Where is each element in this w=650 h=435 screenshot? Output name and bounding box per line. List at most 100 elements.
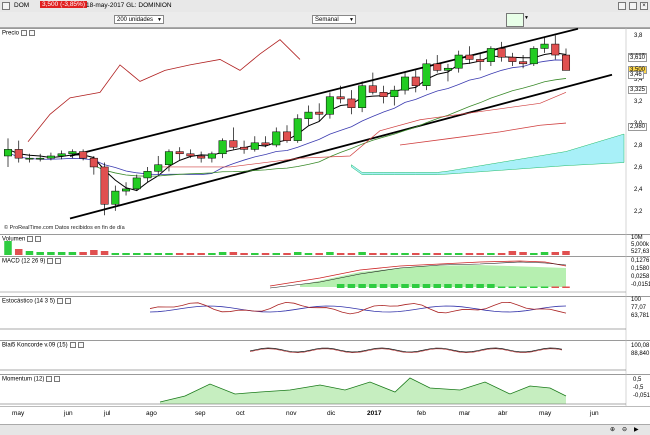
volume-bar (68, 252, 77, 255)
candle-body (175, 151, 184, 155)
scroll-icon[interactable]: ▶ (634, 427, 639, 433)
volume-bar (540, 252, 549, 255)
date-axis-tick: jun (590, 410, 599, 417)
panel-settings-icon[interactable] (27, 236, 34, 242)
momentum-panel-title: Momentum (12) (2, 376, 61, 383)
panel-close-icon[interactable] (77, 342, 84, 348)
period-select[interactable]: Semanal ▼ (312, 15, 356, 24)
zoom-out-icon[interactable]: ⊖ (622, 427, 628, 433)
macd-histogram-bar (444, 284, 452, 288)
date-axis-tick: mar (459, 410, 471, 417)
panel-close-icon[interactable] (54, 376, 61, 382)
volume-bar (487, 253, 495, 255)
volume-bar (25, 251, 34, 255)
candle-body (476, 59, 485, 62)
candle-body (401, 76, 410, 91)
date-axis-tick: 2017 (367, 410, 382, 417)
momentum-axis-tick: 0,5 (633, 377, 642, 383)
candle-body (540, 43, 549, 49)
senkou-b-line (399, 122, 567, 146)
volume-bar (57, 252, 66, 255)
date-axis-tick: feb (417, 410, 427, 417)
volume-bar (154, 253, 162, 255)
candle-body (551, 43, 560, 56)
macd-histogram-bar (390, 284, 399, 288)
price-level-tag: 2,980 (628, 123, 648, 132)
price-axis-tick: 2,4 (634, 187, 643, 194)
volume-bar (14, 249, 23, 255)
volume-panel-title: Volumen (2, 236, 42, 243)
panel-close-icon[interactable] (29, 30, 36, 36)
momentum-line (159, 377, 567, 403)
macd-histogram-bar (454, 284, 463, 288)
zoom-in-icon[interactable]: ⊕ (610, 427, 616, 433)
macd-histogram-bar (347, 284, 356, 288)
panel-settings-icon[interactable] (47, 258, 54, 264)
volume-bar (165, 253, 173, 255)
panel-close-icon[interactable] (55, 258, 62, 264)
restore-icon[interactable] (618, 2, 626, 10)
candle-body (272, 131, 281, 146)
macd-signal-line (269, 261, 567, 289)
candle-body (100, 166, 109, 205)
koncorde-panel: Blai5 Koncorde v.09 (15) (0, 340, 650, 375)
volume-bar (251, 253, 259, 255)
date-axis-tick: dic (327, 410, 336, 417)
chart-type-dropdown-icon[interactable]: ▼ (524, 15, 529, 21)
candle-body (25, 157, 34, 160)
volume-bar (218, 252, 227, 255)
candle-body (358, 85, 367, 108)
units-select[interactable]: 200 unidades ▼ (114, 15, 164, 24)
chart-menu-icon[interactable] (2, 2, 10, 10)
chart-title: 18-may-2017 GL: DOMINION (86, 2, 172, 9)
symbol-label: DOM (14, 2, 30, 9)
stochastic-panel-title: Estocástico (14 3 5) (2, 298, 72, 305)
kijun-line (160, 92, 567, 168)
volume-bar (336, 253, 345, 255)
moving-average-mid-line (7, 59, 567, 176)
close-icon[interactable]: × (640, 2, 648, 10)
panel-settings-icon[interactable] (21, 30, 28, 36)
macd-line (269, 260, 567, 287)
panel-close-icon[interactable] (35, 236, 42, 242)
candle-body (186, 153, 195, 157)
candle-body (561, 54, 571, 71)
volume-bar (562, 251, 570, 255)
panel-settings-icon[interactable] (57, 298, 64, 304)
data-source-note: © ProRealTime.com Datos recibidos en fin… (4, 225, 125, 231)
macd-histogram-bar (497, 286, 506, 288)
volume-bar (519, 252, 527, 255)
momentum-axis-tick: -0,051 (633, 393, 650, 399)
macd-panel-title: MACD (12 26 9) (2, 258, 62, 265)
volume-bar (497, 253, 506, 255)
macd-histogram-bar (508, 286, 517, 288)
maximize-icon[interactable] (629, 2, 637, 10)
macd-axis-tick: -0,0151 (631, 282, 650, 288)
candle-body (229, 140, 238, 148)
price-panel-title: Precio (2, 30, 36, 37)
panel-settings-icon[interactable] (69, 342, 76, 348)
volume-bar (293, 252, 302, 255)
macd-histogram-bar (487, 284, 495, 288)
price-change-badge: 3,500 (-3,85%) (40, 1, 87, 8)
candle-body (293, 118, 302, 141)
macd-histogram-bar (551, 286, 560, 288)
panel-close-icon[interactable] (65, 298, 72, 304)
candle-body (304, 111, 313, 119)
volume-bar (197, 253, 205, 255)
panel-settings-icon[interactable] (46, 376, 53, 382)
volume-bar (347, 253, 356, 255)
momentum-axis-tick: -0,5 (633, 385, 644, 391)
candle-body (336, 96, 345, 100)
volume-bar (390, 253, 399, 255)
candle-body (315, 111, 324, 115)
channel-lower-line (69, 73, 613, 220)
chart-type-icon[interactable] (506, 13, 524, 27)
candle-body (325, 96, 334, 115)
candle-body (282, 131, 292, 141)
candle-body (454, 54, 463, 69)
candle-body (154, 164, 163, 172)
volume-bar (100, 251, 109, 255)
candle-body (379, 92, 388, 97)
